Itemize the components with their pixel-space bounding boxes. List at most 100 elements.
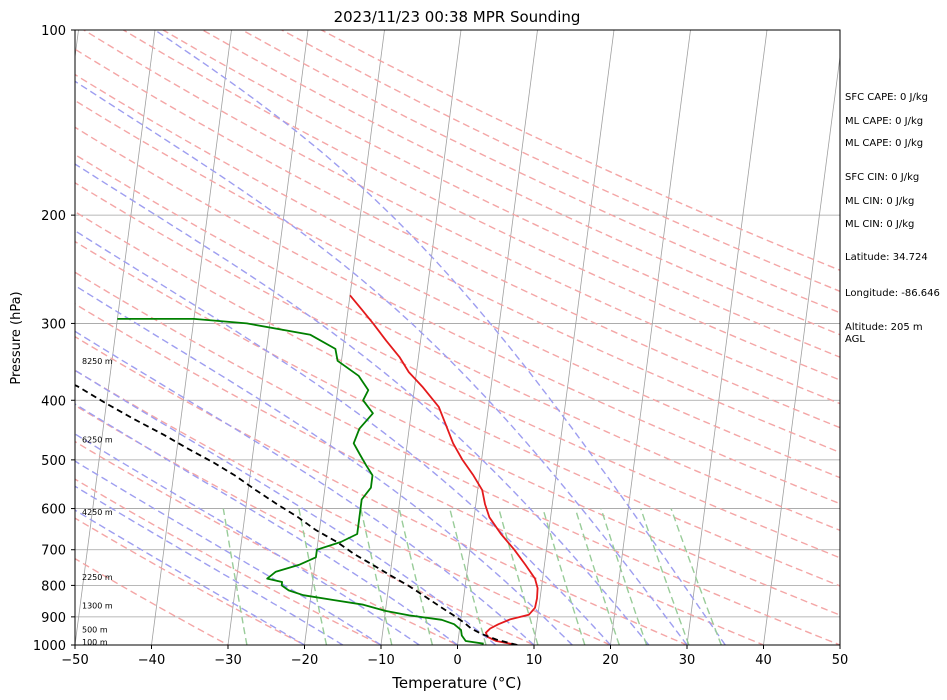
moist-adiabat-line <box>75 80 688 645</box>
dry-adiabat-line <box>75 335 689 645</box>
mixing-ratio-line <box>360 508 393 645</box>
x-tick-label: −50 <box>61 653 88 668</box>
y-tick-label: 100 <box>41 24 66 39</box>
x-tick-label: −10 <box>367 653 394 668</box>
isotherm-line <box>227 30 309 645</box>
ml-cin-text-2: ML CIN: 0 J/kg <box>845 219 915 230</box>
x-axis-label: Temperature (°C) <box>391 674 521 692</box>
isotherm-line <box>686 30 768 645</box>
moist-adiabat-line <box>75 229 612 645</box>
sounding-profiles <box>75 294 539 645</box>
moist-adiabat-line <box>75 330 535 645</box>
height-label: 2250 m <box>82 573 113 582</box>
x-tick-label: 30 <box>679 653 696 668</box>
height-label: 1300 m <box>82 601 113 610</box>
dewpoint-trace <box>117 317 484 645</box>
dry-adiabat-line <box>75 99 840 479</box>
isotherm-line <box>763 53 840 645</box>
dry-adiabat-line <box>75 557 230 645</box>
dry-adiabat-line <box>123 30 840 381</box>
y-axis-label: Pressure (hPa) <box>9 291 24 384</box>
dry-adiabat-line <box>75 210 840 587</box>
y-tick-label: 700 <box>41 544 66 559</box>
x-tick-label: −20 <box>291 653 318 668</box>
mixing-ratio-line <box>600 508 648 645</box>
y-tick-label: 300 <box>41 317 66 332</box>
dry-adiabat-line <box>75 303 766 645</box>
moist-adiabat-line <box>75 369 497 645</box>
x-tick-label: 0 <box>453 653 461 668</box>
dry-adiabat-line <box>75 73 840 454</box>
x-tick-label: 40 <box>755 653 772 668</box>
longitude-text: Longitude: -86.646 <box>845 288 940 299</box>
height-labels: 100 m 500 m 1300 m 2250 m 4250 m 6250 m 8250 m <box>82 357 113 647</box>
height-label: 4250 m <box>82 508 113 517</box>
temperature-trace <box>349 294 539 645</box>
dry-adiabat-line <box>202 30 840 336</box>
ml-cape-text: ML CAPE: 0 J/kg <box>845 116 924 127</box>
height-label: 6250 m <box>82 435 113 444</box>
dry-adiabat-line <box>281 30 840 293</box>
mixing-ratio-line <box>670 508 722 645</box>
isotherm-line <box>75 30 156 645</box>
moist-adiabat-line <box>75 284 573 645</box>
altitude-text: Altitude: 205 m AGL <box>845 322 923 345</box>
mixing-ratio-line <box>222 508 248 645</box>
chart-title: 2023/11/23 00:38 MPR Sounding <box>334 8 581 26</box>
dry-adiabat-line <box>75 440 460 645</box>
isotherm-line <box>304 30 385 645</box>
dry-adiabat-line <box>75 369 613 645</box>
dry-adiabat-line <box>83 30 840 405</box>
height-label: 500 m <box>82 626 108 635</box>
dry-adiabat-line <box>162 30 840 358</box>
height-label: 8250 m <box>82 357 113 366</box>
dry-adiabat-line <box>75 404 536 645</box>
mixing-ratio-line <box>542 508 586 645</box>
y-tick-label: 600 <box>41 503 66 518</box>
plot-frame <box>74 29 841 646</box>
sfc-cin-text: SFC CIN: 0 J/kg <box>845 172 920 183</box>
moist-adiabat-line <box>75 433 420 645</box>
x-tick-label: −30 <box>214 653 241 668</box>
x-tick-label: 20 <box>602 653 619 668</box>
isotherm-line <box>380 30 462 645</box>
mixing-ratio-line <box>298 508 328 645</box>
moist-adiabat-line <box>154 30 726 645</box>
x-axis-ticks: −50 −40 −30 −20 −10 0 10 20 30 40 50 <box>61 645 848 668</box>
dry-adiabat-line <box>75 517 307 645</box>
y-tick-label: 500 <box>41 454 66 469</box>
latitude-text: Latitude: 34.724 <box>845 252 928 263</box>
y-tick-label: 800 <box>41 579 66 594</box>
mixing-ratio-line <box>449 508 487 645</box>
x-tick-label: 10 <box>526 653 543 668</box>
dry-adiabat-line <box>75 126 840 505</box>
y-tick-label: 200 <box>41 209 66 224</box>
x-tick-label: 50 <box>832 653 849 668</box>
dry-adiabat-line <box>75 48 840 429</box>
background-lines <box>0 30 840 645</box>
isotherm-line <box>533 30 615 645</box>
isotherm-line <box>610 30 691 645</box>
dry-adiabat-line <box>75 240 840 616</box>
mixing-ratio-line <box>398 508 434 645</box>
dry-adiabat-line <box>75 153 840 532</box>
y-axis-ticks: 100 200 300 400 500 600 700 800 900 1000 <box>33 24 75 654</box>
x-tick-label: −40 <box>138 653 165 668</box>
dry-adiabat-line <box>241 30 840 314</box>
mixing-ratio-line <box>498 508 539 645</box>
moist-adiabat-line <box>75 460 382 645</box>
mixing-ratio-line <box>574 508 620 645</box>
dry-adiabat-line <box>75 181 840 559</box>
isotherm-line <box>151 30 232 645</box>
ml-cin-text: ML CIN: 0 J/kg <box>845 196 915 207</box>
height-label: 100 m <box>82 638 108 647</box>
y-tick-label: 900 <box>41 611 66 626</box>
isotherm-line <box>457 30 538 645</box>
y-tick-label: 400 <box>41 394 66 409</box>
isotherm-line <box>0 30 2 645</box>
moist-adiabat-line <box>75 163 650 645</box>
dry-adiabat-line <box>75 478 383 645</box>
dry-adiabat-line <box>75 271 840 645</box>
mixing-ratio-line <box>640 508 690 645</box>
